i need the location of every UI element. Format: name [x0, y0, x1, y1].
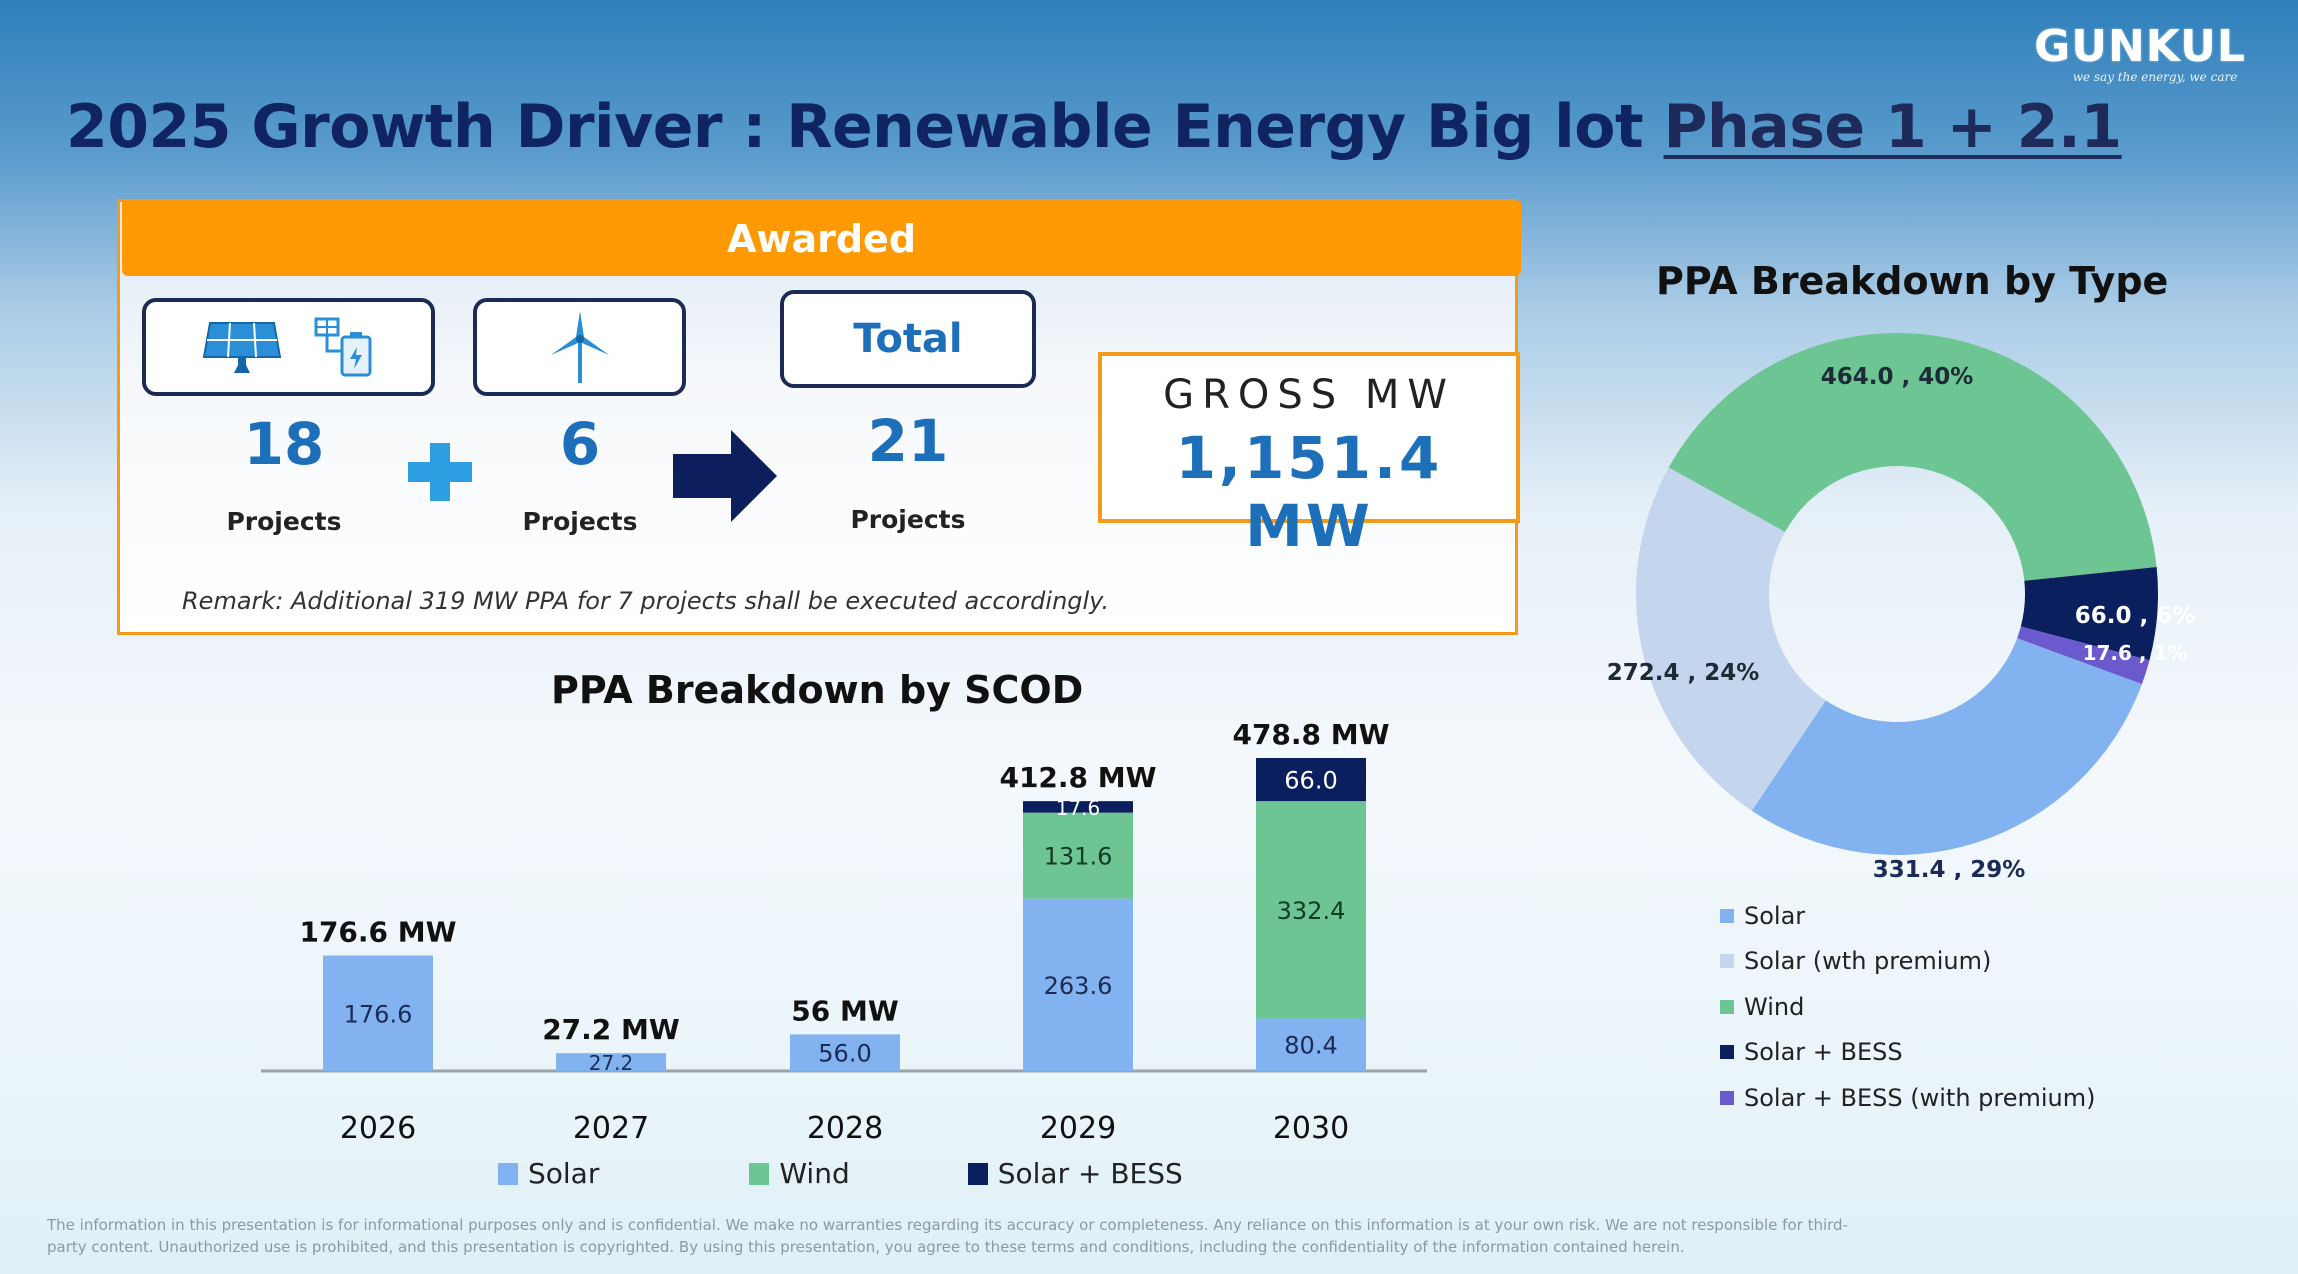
- legend-label: Solar + BESS (with premium): [1744, 1083, 2096, 1112]
- scod-legend: Solar Wind Solar + BESS: [498, 1157, 1183, 1190]
- scod-chart-title: PPA Breakdown by SCOD: [551, 668, 1084, 712]
- legend-label: Wind: [1744, 992, 1805, 1021]
- bar-total-label: 27.2 MW: [542, 1013, 680, 1046]
- legend-label: Solar (wth premium): [1744, 947, 1992, 976]
- type-legend-item: Solar + BESS (with premium): [1720, 1075, 2096, 1121]
- x-tick-label: 2028: [807, 1111, 883, 1146]
- solar-projects-label: Projects: [226, 507, 342, 536]
- bar-segment-solar-bess-2029: [1023, 801, 1133, 813]
- type-donut-chart: 464.0 , 40% 66.0 , 6% 17.6 , 1% 331.4 , 29%…: [1607, 333, 2196, 880]
- awarded-header: Awarded: [122, 202, 1521, 276]
- wind-icon-box: [473, 298, 686, 396]
- bar-segment-solar-2030: [1256, 1018, 1366, 1071]
- scod-legend-item: Solar + BESS: [967, 1157, 1183, 1190]
- legend-swatch: [498, 1162, 518, 1185]
- plus-icon: [408, 443, 472, 501]
- x-tick-label: 2026: [340, 1111, 416, 1146]
- x-tick-label: 2027: [573, 1111, 649, 1146]
- gross-mw-box: GROSS MW 1,151.4 MW: [1098, 352, 1520, 560]
- logo-tagline: we say the energy, we care: [2072, 70, 2238, 84]
- remark-text: Remark: Additional 319 MW PPA for 7 proj…: [182, 587, 1110, 615]
- type-chart-title: PPA Breakdown by Type: [1656, 259, 2169, 303]
- type-legend: Solar Solar (wth premium) Wind Solar + BESS…: [1720, 893, 2096, 1121]
- disclaimer-line-1: The information in this presentation is …: [47, 1216, 1848, 1234]
- donut-slice-label: 464.0 , 40%: [1821, 364, 1974, 390]
- logo-name: GUNKUL: [2034, 21, 2246, 72]
- legend-swatch: [967, 1162, 988, 1185]
- donut-slice-solar: [1751, 638, 2142, 855]
- donut-slice-wind: [1668, 333, 2157, 581]
- bar-value-label: 263.6: [1044, 972, 1113, 1000]
- donut-slice-label: 331.4 , 29%: [1873, 857, 2026, 880]
- gunkul-logo: GUNKUL we say the energy, we care: [2030, 21, 2250, 85]
- legend-swatch: [1720, 908, 1734, 923]
- donut-slice-solar-wth-premium: [1636, 467, 1826, 811]
- disclaimer-line-2: party content. Unauthorized use is prohi…: [47, 1238, 1685, 1256]
- donut-slice-solar-bess: [2020, 567, 2158, 661]
- solar-battery-icon: [314, 317, 371, 377]
- title-main: 2025 Growth Driver : Renewable Energy Bi…: [66, 92, 1664, 162]
- wind-turbine-icon: [550, 311, 609, 383]
- legend-label: Solar + BESS: [1744, 1038, 1903, 1067]
- bar-value-label: 17.6: [1056, 796, 1101, 820]
- scod-legend-item: Wind: [749, 1157, 850, 1190]
- donut-slice-label: 66.0 , 6%: [2075, 603, 2196, 629]
- bar-total-label: 56 MW: [791, 994, 899, 1027]
- legend-label: Solar: [1744, 901, 1806, 930]
- page-title: 2025 Growth Driver : Renewable Energy Bi…: [66, 92, 2122, 162]
- bar-segment-solar-2028: [790, 1034, 900, 1071]
- legend-swatch: [1720, 954, 1734, 969]
- total-project-count: 21: [867, 407, 949, 475]
- disclaimer-footer: The information in this presentation is …: [47, 1214, 2127, 1258]
- gross-mw-label: GROSS MW: [1163, 372, 1455, 418]
- legend-swatch: [749, 1162, 770, 1185]
- gross-mw-value: 1,151.4 MW: [1175, 424, 1443, 560]
- scod-bar-chart: 176.6 176.6 MW 2026 27.2 27.2 MW 2027 56.0 56 M…: [261, 718, 1427, 1146]
- legend-swatch: [1720, 1090, 1734, 1105]
- type-legend-item: Solar: [1720, 893, 2096, 939]
- wind-projects-label: Projects: [522, 507, 638, 536]
- donut-slice-label: 17.6 , 1%: [2083, 641, 2188, 665]
- bar-segment-solar-2027: [556, 1053, 666, 1071]
- donut-slice-label: 272.4 , 24%: [1607, 660, 1760, 686]
- legend-label: Solar + BESS: [997, 1157, 1183, 1190]
- solar-panel-icon: [202, 322, 281, 373]
- x-tick-label: 2029: [1040, 1111, 1116, 1146]
- bar-total-label: 176.6 MW: [299, 916, 456, 949]
- type-legend-item: Wind: [1720, 984, 2096, 1030]
- bar-value-label: 80.4: [1284, 1032, 1337, 1060]
- x-tick-label: 2030: [1273, 1111, 1349, 1146]
- bar-segment-wind-2030: [1256, 801, 1366, 1019]
- solar-icon-box: [142, 298, 435, 396]
- total-projects-label: Projects: [850, 505, 966, 534]
- type-legend-item: Solar + BESS: [1720, 1030, 2096, 1076]
- scod-legend-item: Solar: [498, 1157, 599, 1190]
- bar-segment-solar-2026: [323, 955, 433, 1071]
- bar-total-label: 478.8 MW: [1232, 718, 1389, 751]
- legend-swatch: [1720, 999, 1734, 1014]
- total-label: Total: [853, 316, 963, 362]
- donut-slice-solar-bess-with-premium: [2017, 626, 2150, 685]
- type-legend-item: Solar (wth premium): [1720, 939, 2096, 985]
- bar-value-label: 332.4: [1277, 897, 1346, 925]
- legend-label: Wind: [779, 1157, 850, 1190]
- bar-value-label: 27.2: [589, 1051, 634, 1075]
- legend-swatch: [1720, 1045, 1734, 1060]
- arrow-right-icon: [673, 430, 777, 522]
- bar-value-label: 66.0: [1284, 767, 1337, 795]
- bar-segment-solar-2029: [1023, 898, 1133, 1071]
- total-box: Total: [780, 290, 1036, 388]
- bar-total-label: 412.8 MW: [999, 761, 1156, 794]
- title-phase: Phase 1 + 2.1: [1663, 92, 2123, 162]
- solar-project-count: 18: [243, 410, 325, 478]
- bar-value-label: 56.0: [818, 1040, 871, 1068]
- bar-value-label: 176.6: [344, 1000, 413, 1028]
- bar-segment-solar-bess-2030: [1256, 758, 1366, 802]
- bar-value-label: 131.6: [1044, 843, 1113, 871]
- bar-segment-wind-2029: [1023, 812, 1133, 899]
- legend-label: Solar: [528, 1157, 600, 1190]
- wind-project-count: 6: [559, 410, 601, 478]
